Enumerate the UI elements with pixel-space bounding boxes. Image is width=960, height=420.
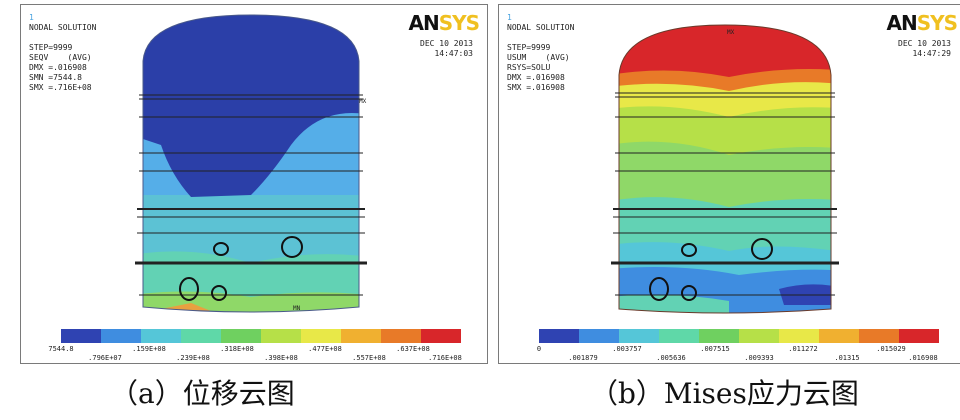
legend-swatch xyxy=(301,329,341,343)
time-text: 14:47:29 xyxy=(912,49,951,58)
legend-label: 0 xyxy=(536,345,542,353)
legend-swatch xyxy=(141,329,181,343)
legend-label: .398E+08 xyxy=(264,354,298,362)
info-line: RSYS=SOLU xyxy=(507,63,551,72)
legend-label: .716E+08 xyxy=(428,354,462,362)
legend-swatch xyxy=(381,329,421,343)
solution-info-a: 1 NODAL SOLUTION STEP=9999 SEQV (AVG) DM… xyxy=(29,13,96,93)
legend-label: .015029 xyxy=(876,345,906,353)
color-legend-b xyxy=(539,329,939,343)
legend-label: .005636 xyxy=(656,354,686,362)
vessel-model-a: MX MN xyxy=(135,14,367,313)
date-text: DEC 10 2013 xyxy=(420,39,473,48)
legend-swatch xyxy=(181,329,221,343)
legend-label: .003757 xyxy=(612,345,642,353)
date-text: DEC 10 2013 xyxy=(898,39,951,48)
window-index: 1 xyxy=(29,13,34,22)
legend-swatch xyxy=(739,329,779,343)
legend-label: .239E+08 xyxy=(176,354,210,362)
color-legend-a xyxy=(61,329,461,343)
legend-label: .159E+08 xyxy=(132,345,166,353)
caption-b: （b）Mises应力云图 xyxy=(590,377,859,410)
time-text: 14:47:03 xyxy=(434,49,473,58)
info-line: SMX =.716E+08 xyxy=(29,83,92,92)
contour-plot-b: MX 1 NODAL SOLUTION STEP=9999 USUM (AVG)… xyxy=(498,4,960,364)
legend-swatch xyxy=(619,329,659,343)
legend-swatch xyxy=(221,329,261,343)
solution-info-b: 1 NODAL SOLUTION STEP=9999 USUM (AVG) RS… xyxy=(507,13,574,93)
info-line: NODAL SOLUTION xyxy=(507,23,575,32)
info-line: NODAL SOLUTION xyxy=(29,23,97,32)
ansys-logo: ANSYS xyxy=(886,11,958,35)
legend-label: .001879 xyxy=(568,354,598,362)
max-marker: MX xyxy=(359,98,367,105)
info-line: USUM (AVG) xyxy=(507,53,570,62)
legend-label: .637E+08 xyxy=(396,345,430,353)
legend-swatch xyxy=(579,329,619,343)
legend-label: .011272 xyxy=(788,345,818,353)
legend-label: .318E+08 xyxy=(220,345,254,353)
info-line: SMN =7544.8 xyxy=(29,73,82,82)
timestamp-a: DEC 10 2013 14:47:03 xyxy=(420,39,473,59)
min-marker: MN xyxy=(293,305,301,312)
legend-swatch xyxy=(819,329,859,343)
info-line: SEQV (AVG) xyxy=(29,53,92,62)
legend-labels-bottom-a: .796E+07 .239E+08 .398E+08 .557E+08 .716… xyxy=(61,354,462,363)
legend-label: .007515 xyxy=(700,345,730,353)
info-line: DMX =.016908 xyxy=(507,73,565,82)
legend-label: .016908 xyxy=(908,354,938,362)
info-line: STEP=9999 xyxy=(507,43,551,52)
legend-swatch xyxy=(539,329,579,343)
legend-swatch xyxy=(779,329,819,343)
info-line: STEP=9999 xyxy=(29,43,73,52)
info-line: DMX =.016908 xyxy=(29,63,87,72)
legend-swatch xyxy=(859,329,899,343)
ansys-logo: ANSYS xyxy=(408,11,480,35)
legend-labels-bottom-b: .001879 .005636 .009393 .01315 .016908 xyxy=(539,354,939,363)
legend-swatch xyxy=(421,329,461,343)
caption-a: （a）位移云图 xyxy=(110,377,295,410)
legend-swatch xyxy=(899,329,939,343)
legend-label: .557E+08 xyxy=(352,354,386,362)
legend-label: .01315 xyxy=(834,354,860,362)
max-marker: MX xyxy=(727,29,735,36)
legend-label: .796E+07 xyxy=(88,354,122,362)
legend-label: .009393 xyxy=(744,354,774,362)
info-line: SMX =.016908 xyxy=(507,83,565,92)
timestamp-b: DEC 10 2013 14:47:29 xyxy=(898,39,951,59)
legend-swatch xyxy=(61,329,101,343)
legend-swatch xyxy=(261,329,301,343)
legend-labels-top-a: 7544.8 .159E+08 .318E+08 .477E+08 .637E+… xyxy=(48,345,461,355)
window-index: 1 xyxy=(507,13,512,22)
legend-swatch xyxy=(341,329,381,343)
vessel-model-b: MX xyxy=(611,24,839,314)
legend-labels-top-b: 0 .003757 .007515 .011272 .015029 xyxy=(536,345,939,355)
legend-swatch xyxy=(699,329,739,343)
contour-plot-a: MX MN 1 NODAL SOLUTION STEP=9999 SEQV (A… xyxy=(20,4,488,364)
legend-swatch xyxy=(659,329,699,343)
legend-label: .477E+08 xyxy=(308,345,342,353)
legend-swatch xyxy=(101,329,141,343)
legend-label: 7544.8 xyxy=(48,345,74,353)
